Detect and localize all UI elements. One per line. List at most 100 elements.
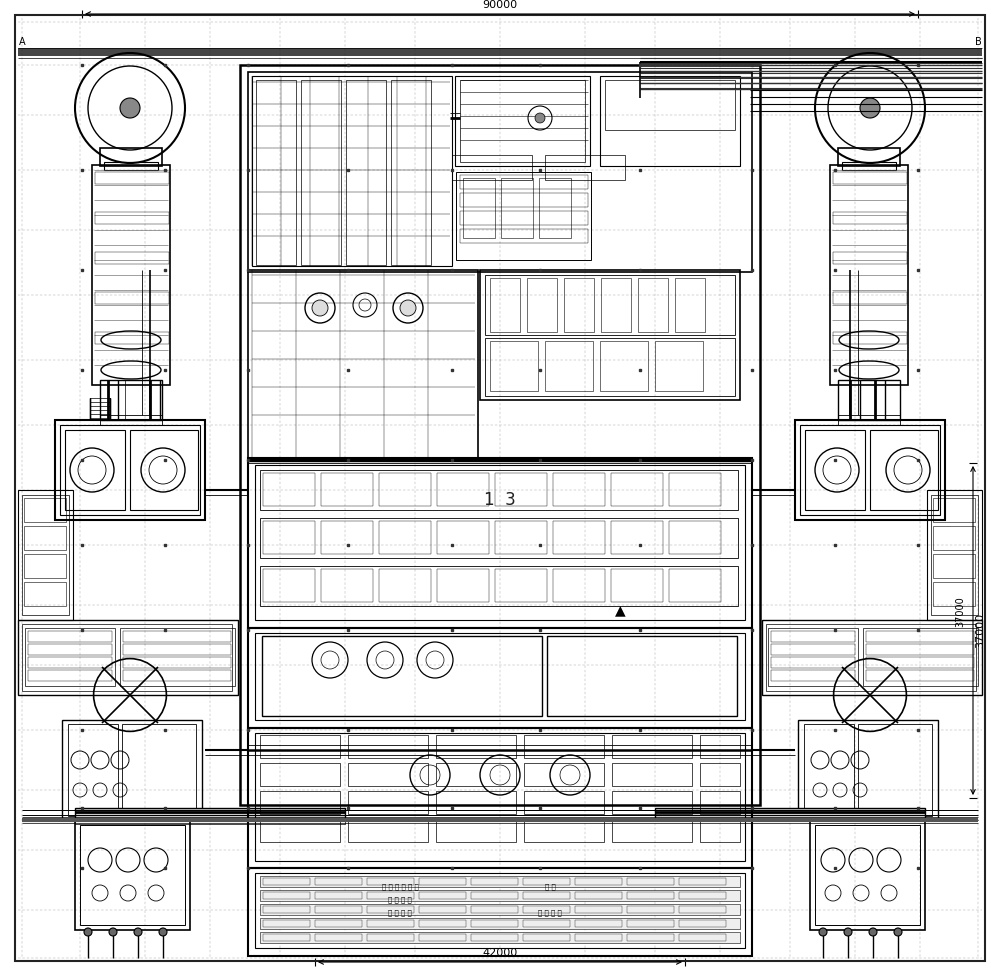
Text: 1  3: 1 3 xyxy=(484,491,516,509)
Bar xyxy=(437,473,489,506)
Bar xyxy=(842,162,896,170)
Bar xyxy=(524,819,604,842)
Bar xyxy=(436,763,516,786)
Bar xyxy=(419,906,466,913)
Bar xyxy=(833,292,907,304)
Bar xyxy=(679,920,726,927)
Bar xyxy=(768,628,858,686)
Bar xyxy=(65,430,125,510)
Bar xyxy=(833,332,907,344)
Circle shape xyxy=(134,928,142,936)
Bar xyxy=(800,425,940,515)
Bar xyxy=(933,554,975,578)
Text: 90000: 90000 xyxy=(482,0,518,10)
Bar xyxy=(523,934,570,941)
Bar xyxy=(547,636,737,716)
Bar xyxy=(419,892,466,899)
Bar xyxy=(120,628,235,686)
Bar xyxy=(490,278,520,332)
Bar xyxy=(795,420,945,520)
Bar xyxy=(28,657,112,668)
Text: 低 压 配 电: 低 压 配 电 xyxy=(538,910,562,916)
Bar xyxy=(655,808,925,820)
Bar xyxy=(348,819,428,842)
Bar xyxy=(122,724,196,816)
Bar xyxy=(471,934,518,941)
Bar xyxy=(866,644,974,655)
Circle shape xyxy=(860,98,880,118)
Bar xyxy=(627,892,674,899)
Bar xyxy=(679,934,726,941)
Bar xyxy=(301,80,341,265)
Bar xyxy=(866,670,974,681)
Bar xyxy=(490,341,538,391)
Bar xyxy=(495,569,547,602)
Bar xyxy=(321,569,373,602)
Bar xyxy=(95,292,169,304)
Bar xyxy=(123,644,231,655)
Bar xyxy=(600,76,740,166)
Bar xyxy=(838,415,900,425)
Bar xyxy=(669,569,721,602)
Bar xyxy=(933,526,975,550)
Bar xyxy=(523,878,570,885)
Bar xyxy=(260,470,738,510)
Bar xyxy=(419,878,466,885)
Bar xyxy=(804,724,854,816)
Bar xyxy=(263,892,310,899)
Bar xyxy=(263,521,315,554)
Bar xyxy=(460,193,588,207)
Bar xyxy=(927,490,982,620)
Bar xyxy=(485,275,735,335)
Bar xyxy=(771,670,855,681)
Bar xyxy=(627,920,674,927)
Bar xyxy=(539,178,571,238)
Bar xyxy=(256,80,296,265)
Bar xyxy=(367,906,414,913)
Bar xyxy=(553,521,605,554)
Bar xyxy=(485,338,735,396)
Bar xyxy=(436,791,516,814)
Bar xyxy=(545,155,625,180)
Bar xyxy=(248,628,752,728)
Bar xyxy=(700,735,740,758)
Bar xyxy=(255,465,745,620)
Bar xyxy=(501,178,533,238)
Bar xyxy=(931,495,978,615)
Bar xyxy=(771,657,855,668)
Bar xyxy=(627,906,674,913)
Bar xyxy=(452,155,532,180)
Bar xyxy=(419,920,466,927)
Circle shape xyxy=(869,928,877,936)
Bar xyxy=(455,76,590,166)
Bar xyxy=(611,569,663,602)
Bar xyxy=(62,720,202,820)
Bar xyxy=(95,172,169,184)
Bar xyxy=(80,825,185,925)
Bar xyxy=(815,825,920,925)
Bar xyxy=(379,569,431,602)
Bar xyxy=(679,892,726,899)
Bar xyxy=(18,620,238,695)
Bar xyxy=(638,278,668,332)
Bar xyxy=(700,763,740,786)
Bar xyxy=(866,657,974,668)
Bar xyxy=(524,763,604,786)
Bar xyxy=(762,620,982,695)
Bar xyxy=(611,473,663,506)
Circle shape xyxy=(844,928,852,936)
Bar xyxy=(367,934,414,941)
Bar xyxy=(456,172,591,260)
Bar xyxy=(655,341,703,391)
Bar xyxy=(471,892,518,899)
Bar xyxy=(798,720,938,820)
Bar xyxy=(437,521,489,554)
Bar xyxy=(260,904,740,915)
Bar xyxy=(260,518,738,558)
Circle shape xyxy=(120,98,140,118)
Bar xyxy=(379,473,431,506)
Bar xyxy=(75,820,345,824)
Bar xyxy=(833,172,907,184)
Circle shape xyxy=(400,300,416,316)
Bar xyxy=(600,341,648,391)
